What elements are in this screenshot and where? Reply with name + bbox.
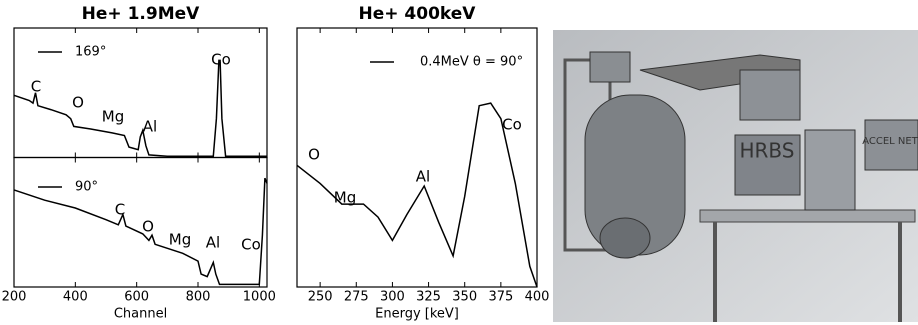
x-tick-label: 400 <box>63 290 88 305</box>
tank-end <box>599 217 651 259</box>
annotation: O <box>72 94 84 112</box>
annotation: Al <box>416 168 430 186</box>
render-label: ACCEL NET <box>862 136 918 147</box>
x-tick-label: 350 <box>452 290 477 305</box>
rack <box>804 129 856 211</box>
x-tick-label: 1000 <box>243 290 276 305</box>
hrbs-box <box>734 134 801 196</box>
plot-frame <box>296 27 538 288</box>
data-line <box>296 102 538 288</box>
x-tick-label: 375 <box>488 290 513 305</box>
annotation: Mg <box>102 108 124 126</box>
annotation: C <box>31 78 41 96</box>
chart-title: He+ 400keV <box>359 4 477 24</box>
chamber <box>739 69 801 121</box>
annotation: Mg <box>169 231 191 249</box>
annotation: O <box>308 146 320 164</box>
table <box>699 209 916 223</box>
annotation: Al <box>143 118 157 136</box>
chart-title: He+ 1.9MeV <box>82 4 200 24</box>
annotation: Co <box>241 236 261 254</box>
annotation: C <box>115 201 125 219</box>
x-axis-label: Channel <box>114 307 167 322</box>
data-line <box>13 177 268 286</box>
box <box>589 51 631 83</box>
x-tick-label: 300 <box>380 290 405 305</box>
annotation: Co <box>211 51 231 69</box>
x-tick-label: 200 <box>2 290 27 305</box>
x-tick-label: 325 <box>416 290 441 305</box>
x-tick-label: 250 <box>308 290 333 305</box>
data-line <box>13 59 267 157</box>
x-tick-label: 275 <box>344 290 369 305</box>
render-label: HRBS <box>740 139 795 163</box>
annotation: O <box>142 218 154 236</box>
plot-frame <box>13 156 268 288</box>
x-tick-label: 800 <box>186 290 211 305</box>
accel-box <box>864 119 918 171</box>
legend-label: 90° <box>75 180 98 195</box>
x-tick-label: 600 <box>124 290 149 305</box>
beamline <box>639 54 801 91</box>
rendering <box>553 30 918 322</box>
legend-label: 0.4MeV θ = 90° <box>420 55 523 70</box>
x-axis-label: Energy [keV] <box>375 307 459 322</box>
x-tick-label: 400 <box>525 290 550 305</box>
annotation: Mg <box>334 189 356 207</box>
legend-label: 169° <box>75 45 106 60</box>
annotation: Al <box>206 234 220 252</box>
annotation: Co <box>502 116 522 134</box>
